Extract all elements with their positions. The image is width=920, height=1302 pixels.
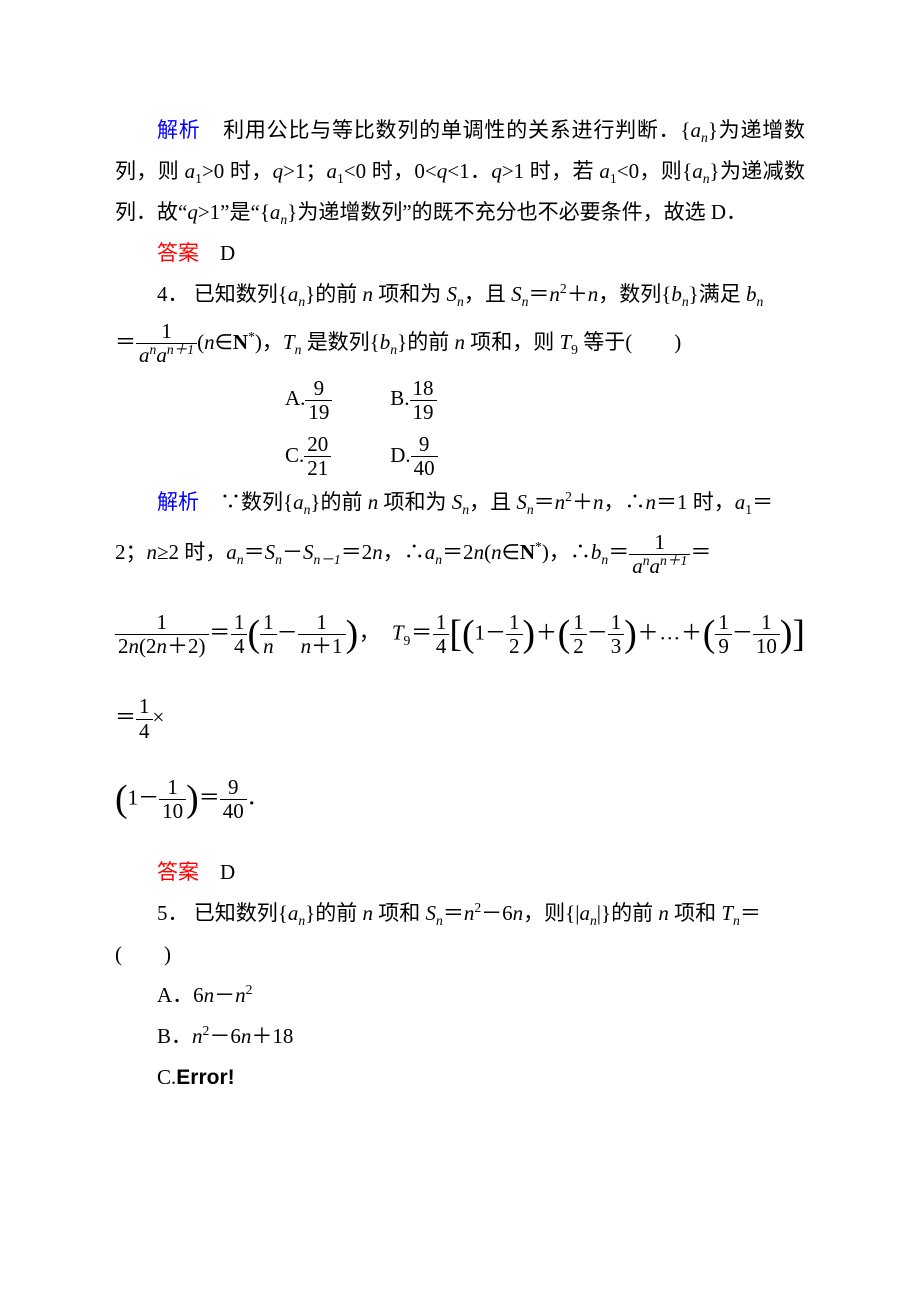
q4-answer-value: D xyxy=(220,860,235,884)
q4-bn-fraction: 1 anan＋1 xyxy=(136,320,197,367)
q3-answer-value: D xyxy=(220,241,235,265)
q4-analysis-line3: 1 2n(2n＋2) ＝ 1 4 ( 1 n － 1 n＋1 )， T9＝ 1 … xyxy=(115,582,805,747)
q4-analysis-line2: 2；n≥2 时，an＝Sn－Sn－1＝2n，∴an＝2n(n∈N*)，∴bn＝ … xyxy=(115,523,805,582)
q4-options: A.919 B.1819 C.2021 D.940 xyxy=(285,369,805,482)
q4-answer-line: 答案 D xyxy=(115,852,805,893)
q4-option-b: B.1819 xyxy=(390,371,490,426)
q5-option-c: C.Error! xyxy=(115,1057,805,1099)
q3-analysis-paragraph: 解析 利用公比与等比数列的单调性的关系进行判断．{an}为递增数列，则 a1>0… xyxy=(115,110,805,233)
q3-answer-line: 答案 D xyxy=(115,233,805,274)
analysis-label: 解析 xyxy=(157,118,201,142)
q3-analysis-text: 利用公比与等比数列的单调性的关系进行判断．{an}为递增数列，则 a1>0 时，… xyxy=(115,118,805,224)
analysis-label: 解析 xyxy=(157,490,199,514)
q4-number: 4． xyxy=(157,282,189,306)
q4-option-a: A.919 xyxy=(285,371,385,426)
q5-number: 5． xyxy=(157,901,189,925)
q4-option-d: D.940 xyxy=(390,428,490,483)
q4-option-c: C.2021 xyxy=(285,428,385,483)
error-text: Error! xyxy=(176,1066,234,1089)
answer-label: 答案 xyxy=(157,860,199,884)
q4-analysis-line1: 解析 ∵数列{an}的前 n 项和为 Sn，且 Sn＝n2＋n，∴n＝1 时，a… xyxy=(115,482,805,523)
q4-analysis-line4: (1－ 110 )＝ 940 ． xyxy=(115,747,805,853)
q5-option-a: A．6n－n2 xyxy=(115,975,805,1016)
q4-stem-line1: 4． 已知数列{an}的前 n 项和为 Sn，且 Sn＝n2＋n，数列{bn}满… xyxy=(115,274,805,315)
answer-label: 答案 xyxy=(157,241,199,265)
q4-stem-line2: ＝ 1 anan＋1 (n∈N*)，Tn 是数列{bn}的前 n 项和，则 T9… xyxy=(115,315,805,370)
q5-stem: 5． 已知数列{an}的前 n 项和 Sn＝n2－6n，则{|an|}的前 n … xyxy=(115,893,805,934)
q5-stem-tail: ( ) xyxy=(115,934,805,975)
q5-option-b: B．n2－6n＋18 xyxy=(115,1016,805,1057)
